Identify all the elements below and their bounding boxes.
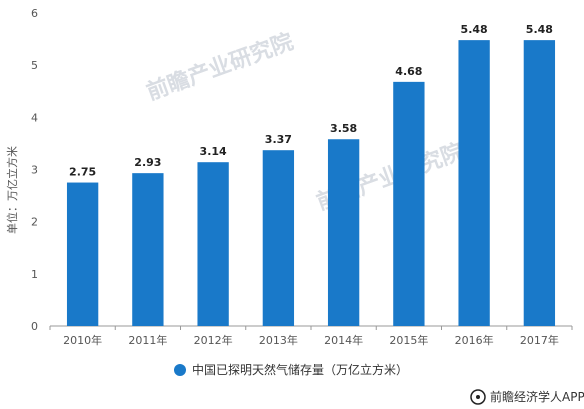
bar-value-label: 3.37 (265, 133, 292, 146)
x-tick-label: 2017年 (520, 333, 559, 347)
x-tick-label: 2014年 (324, 333, 363, 347)
bar-value-label: 3.58 (330, 122, 357, 135)
x-tick-label: 2011年 (128, 333, 167, 347)
legend-label: 中国已探明天然气储存量（万亿立方米） (192, 362, 408, 377)
bar-value-label: 3.14 (200, 145, 227, 158)
bar (393, 81, 425, 326)
bar-value-label: 4.68 (395, 65, 422, 78)
x-tick-label: 2012年 (194, 333, 233, 347)
bar-value-label: 5.48 (526, 23, 553, 36)
legend-marker (174, 364, 186, 376)
y-axis-label: 单位：万亿立方米 (5, 146, 19, 234)
y-tick-label: 5 (31, 59, 38, 72)
y-tick-label: 4 (31, 111, 38, 124)
bar-value-label: 2.75 (69, 166, 96, 179)
watermark-text: 前瞻产业研究院 (143, 29, 297, 106)
y-tick-label: 6 (31, 7, 38, 20)
bar (458, 40, 490, 326)
bar (132, 173, 164, 326)
bar (523, 40, 556, 326)
footer: 前瞻经济学人APP (470, 389, 584, 405)
bars-group: 2.75 2.93 3.14 3.37 3.58 4.68 5.48 5.48 (66, 23, 556, 326)
footer-text: 前瞻经济学人APP (490, 389, 584, 404)
x-tick-label: 2016年 (455, 333, 494, 347)
bar (262, 150, 295, 326)
bar (327, 139, 360, 326)
x-axis-ticks: 2010年 2011年 2012年 2013年 2014年 2015年 2016年 2017年 (49, 326, 573, 347)
y-tick-label: 3 (31, 164, 38, 177)
footer-logo (470, 389, 486, 405)
bar-value-label: 2.93 (134, 156, 161, 169)
legend: 中国已探明天然气储存量（万亿立方米） (174, 362, 408, 377)
bar-value-label: 5.48 (461, 23, 488, 36)
x-tick-label: 2013年 (259, 333, 298, 347)
x-tick-label: 2015年 (389, 333, 428, 347)
x-tick-label: 2010年 (63, 333, 102, 347)
y-axis-ticks: 0 1 2 3 4 5 6 (31, 7, 38, 333)
bar (66, 182, 99, 326)
footer-logo-dot (476, 395, 480, 399)
bar (197, 162, 229, 326)
y-tick-label: 2 (31, 216, 38, 229)
y-tick-label: 0 (31, 320, 38, 333)
y-tick-label: 1 (31, 268, 38, 281)
